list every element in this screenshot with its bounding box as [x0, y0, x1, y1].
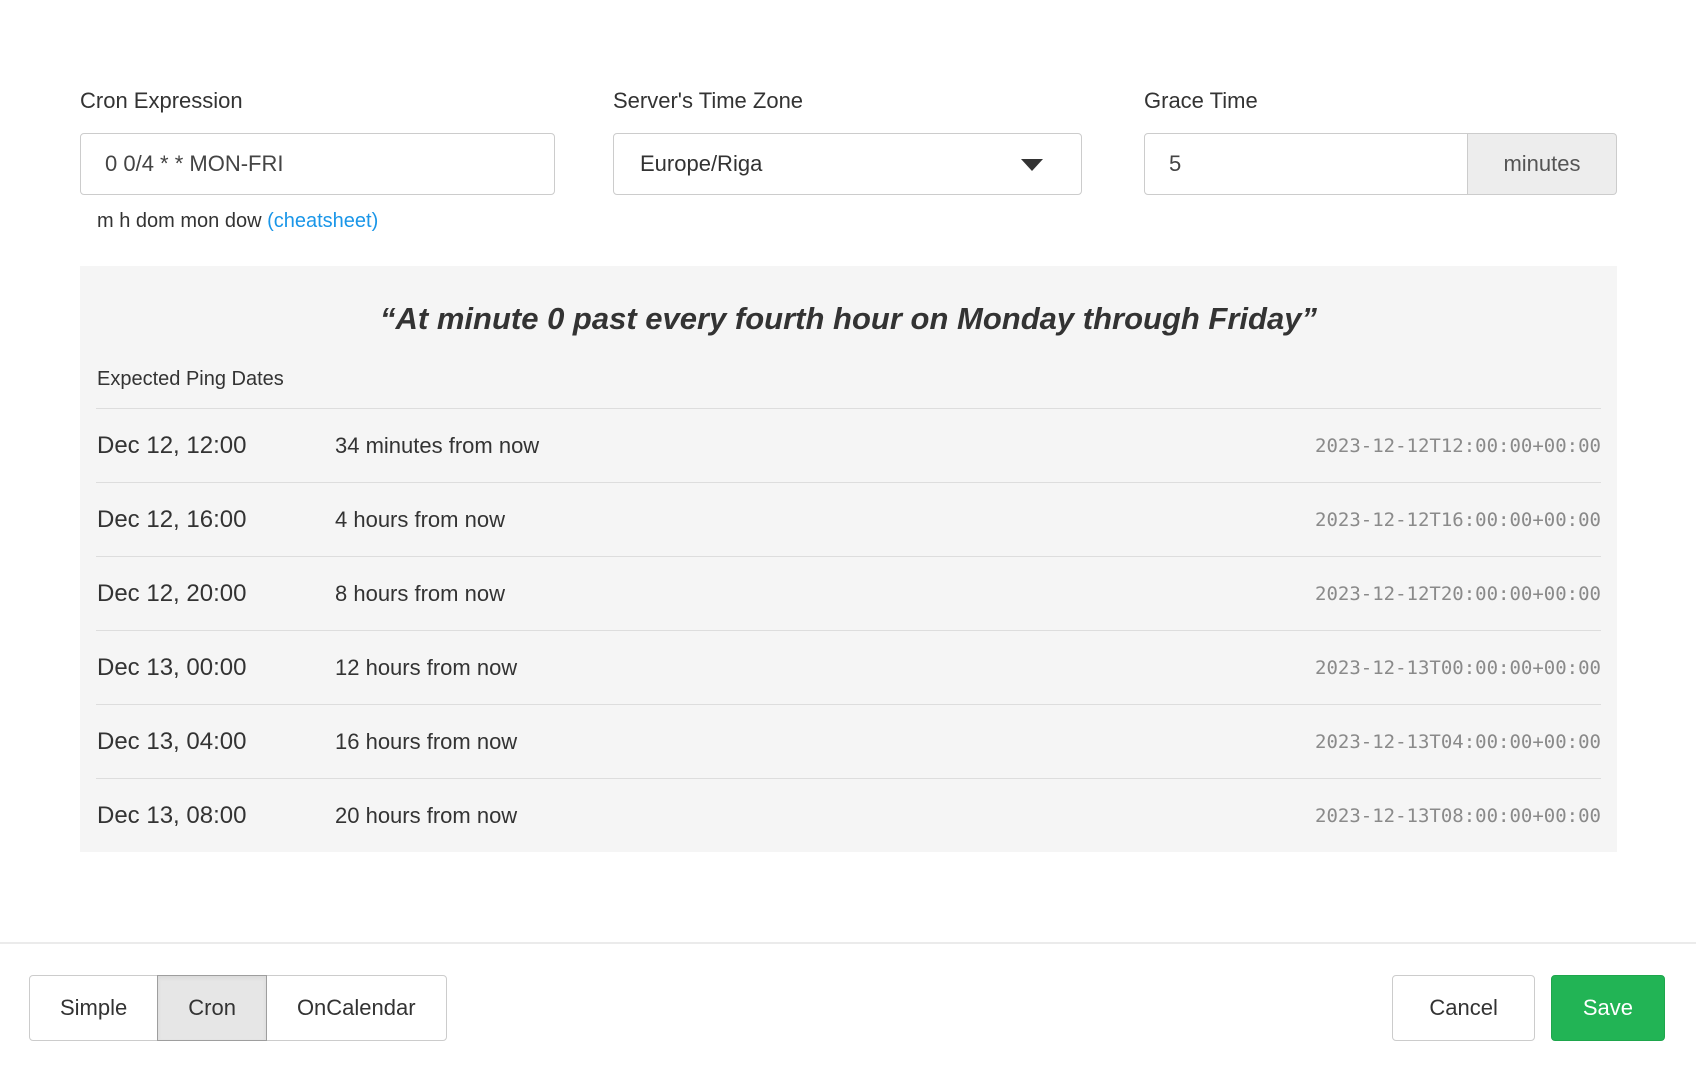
grace-time-group: minutes [1144, 133, 1617, 195]
ping-row: Dec 13, 00:00 12 hours from now 2023-12-… [96, 630, 1601, 704]
cron-expression-input[interactable] [80, 133, 555, 195]
ping-date: Dec 12, 16:00 [97, 505, 247, 533]
cron-dialog-body: Cron Expression m h dom mon dow (cheatsh… [80, 88, 1617, 852]
ping-date: Dec 12, 12:00 [97, 431, 247, 459]
ping-date: Dec 12, 20:00 [97, 579, 247, 607]
ping-relative-time: 20 hours from now [335, 802, 518, 828]
grace-time-input[interactable] [1144, 133, 1468, 195]
timezone-label: Server's Time Zone [613, 88, 804, 113]
dialog-footer: Simple Cron OnCalendar Cancel Save [0, 942, 1696, 1072]
ping-iso-timestamp: 2023-12-13T00:00:00+00:00 [1315, 656, 1601, 679]
tab-cron[interactable]: Cron [157, 975, 267, 1041]
grace-time-unit-addon: minutes [1468, 133, 1617, 195]
grace-time-field: Grace Time minutes [1144, 89, 1617, 233]
ping-iso-timestamp: 2023-12-12T20:00:00+00:00 [1315, 582, 1601, 605]
tab-simple[interactable]: Simple [29, 975, 159, 1041]
ping-relative-time: 12 hours from now [335, 654, 518, 680]
ping-iso-timestamp: 2023-12-13T04:00:00+00:00 [1315, 730, 1601, 753]
ping-relative-time: 8 hours from now [335, 580, 505, 606]
ping-relative-time: 34 minutes from now [335, 432, 540, 458]
footer-action-buttons: Cancel Save [1392, 975, 1665, 1041]
cron-expression-label: Cron Expression [80, 88, 243, 113]
schedule-mode-tabs: Simple Cron OnCalendar [29, 975, 447, 1041]
cancel-button[interactable]: Cancel [1392, 975, 1535, 1041]
cron-field-order-hint: m h dom mon dow [97, 210, 268, 232]
cron-expression-field: Cron Expression m h dom mon dow (cheatsh… [80, 89, 555, 233]
chevron-down-icon [1021, 159, 1043, 171]
expected-ping-dates-label: Expected Ping Dates [97, 368, 284, 390]
timezone-field: Server's Time Zone Europe/Riga [613, 89, 1082, 233]
ping-row: Dec 13, 08:00 20 hours from now 2023-12-… [96, 778, 1601, 852]
save-button[interactable]: Save [1550, 975, 1665, 1041]
ping-date: Dec 13, 08:00 [97, 801, 247, 829]
cron-preview-panel: “At minute 0 past every fourth hour on M… [80, 266, 1617, 852]
grace-time-label: Grace Time [1144, 88, 1258, 113]
ping-relative-time: 16 hours from now [335, 728, 518, 754]
cheatsheet-link[interactable]: (cheatsheet) [267, 210, 379, 232]
ping-iso-timestamp: 2023-12-12T12:00:00+00:00 [1315, 434, 1601, 457]
timezone-selected-value: Europe/Riga [640, 151, 763, 176]
schedule-fields-row: Cron Expression m h dom mon dow (cheatsh… [80, 89, 1617, 233]
ping-relative-time: 4 hours from now [335, 506, 505, 532]
ping-date: Dec 13, 00:00 [97, 653, 247, 681]
ping-row: Dec 12, 20:00 8 hours from now 2023-12-1… [96, 556, 1601, 630]
ping-iso-timestamp: 2023-12-13T08:00:00+00:00 [1315, 804, 1601, 827]
timezone-select[interactable]: Europe/Riga [613, 133, 1082, 195]
cron-helper-text: m h dom mon dow (cheatsheet) [80, 209, 555, 233]
ping-dates-table: Dec 12, 12:00 34 minutes from now 2023-1… [96, 408, 1601, 852]
ping-iso-timestamp: 2023-12-12T16:00:00+00:00 [1315, 508, 1601, 531]
ping-row: Dec 12, 16:00 4 hours from now 2023-12-1… [96, 482, 1601, 556]
ping-row: Dec 12, 12:00 34 minutes from now 2023-1… [96, 408, 1601, 482]
ping-date: Dec 13, 04:00 [97, 727, 247, 755]
tab-oncalendar[interactable]: OnCalendar [265, 975, 447, 1041]
cron-description: “At minute 0 past every fourth hour on M… [380, 301, 1317, 336]
ping-row: Dec 13, 04:00 16 hours from now 2023-12-… [96, 704, 1601, 778]
